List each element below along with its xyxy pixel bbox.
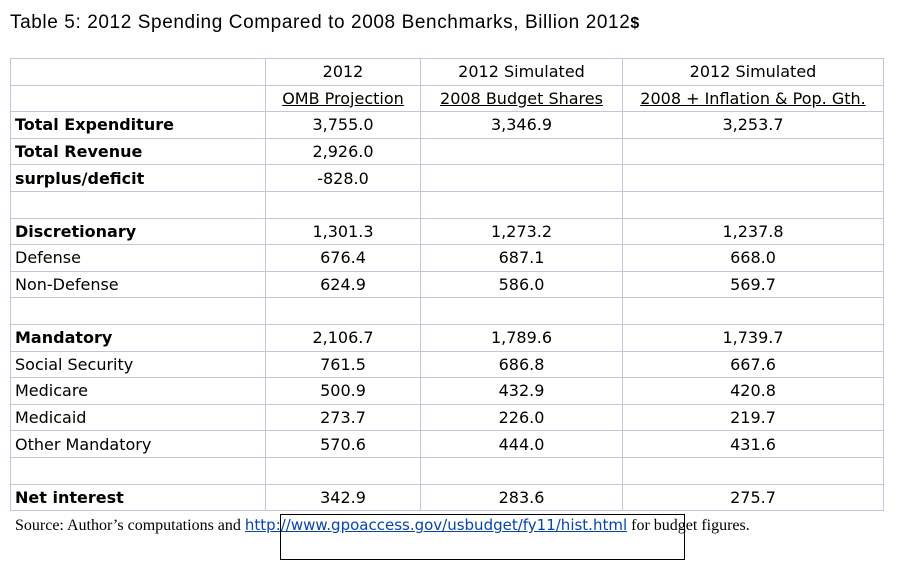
table-row: Mandatory 2,106.7 1,789.6 1,739.7 — [10, 323, 884, 352]
omb-projection-cell: 761.5 — [265, 350, 421, 379]
budget-shares-cell — [420, 137, 623, 166]
table-row: Other Mandatory 570.6 444.0 431.6 — [10, 430, 884, 458]
budget-shares-cell: 1,789.6 — [420, 323, 623, 352]
omb-projection-cell: -828.0 — [265, 164, 421, 192]
budget-shares-cell — [420, 297, 623, 325]
row-label — [10, 190, 266, 219]
table-row: Total Expenditure 3,755.0 3,346.9 3,253.7 — [10, 111, 884, 139]
table-row: surplus/deficit -828.0 — [10, 164, 884, 192]
row-label: Discretionary — [10, 217, 266, 246]
omb-projection-cell: 1,301.3 — [265, 217, 421, 246]
omb-projection-cell — [265, 297, 421, 325]
omb-projection-cell: 500.9 — [265, 377, 421, 405]
row-label: Other Mandatory — [10, 430, 266, 458]
budget-shares-cell — [420, 164, 623, 192]
table-row — [10, 456, 884, 485]
source-suffix: for budget figures. — [627, 517, 750, 534]
header-col3-line1: 2012 Simulated — [622, 58, 884, 86]
source-prefix: Source: Author’s computations and — [15, 517, 245, 534]
budget-shares-cell: 226.0 — [420, 403, 623, 432]
inflation-pop-cell — [622, 456, 884, 485]
header-col3-line2: 2008 + Inflation & Pop. Gth. — [622, 84, 884, 113]
inflation-pop-cell — [622, 190, 884, 219]
omb-projection-cell: 3,755.0 — [265, 111, 421, 139]
inflation-pop-cell: 668.0 — [622, 244, 884, 272]
table-row: Net interest 342.9 283.6 275.7 — [10, 483, 884, 512]
table-body: 2012 2012 Simulated 2012 Simulated OMB P… — [10, 58, 884, 512]
row-label — [10, 456, 266, 485]
budget-shares-cell — [420, 190, 623, 219]
omb-projection-cell — [265, 190, 421, 219]
inflation-pop-cell: 219.7 — [622, 403, 884, 432]
row-label: Medicare — [10, 377, 266, 405]
header-col1-line2: OMB Projection — [265, 84, 421, 113]
omb-projection-cell — [265, 456, 421, 485]
link-outline-box — [280, 514, 685, 560]
inflation-pop-cell: 3,253.7 — [622, 111, 884, 139]
header-blank-cell — [10, 84, 266, 113]
inflation-pop-cell: 275.7 — [622, 483, 884, 512]
title-suffix: $ — [630, 15, 640, 32]
table-row: Defense 676.4 687.1 668.0 — [10, 244, 884, 272]
omb-projection-cell: 342.9 — [265, 483, 421, 512]
row-label: Total Revenue — [10, 137, 266, 166]
inflation-pop-cell — [622, 137, 884, 166]
header-col2-line1: 2012 Simulated — [420, 58, 623, 86]
header-col1-line1: 2012 — [265, 58, 421, 86]
table-row: Non-Defense 624.9 586.0 569.7 — [10, 270, 884, 299]
budget-shares-cell: 687.1 — [420, 244, 623, 272]
budget-shares-cell — [420, 456, 623, 485]
header-row-1: 2012 2012 Simulated 2012 Simulated — [10, 58, 884, 86]
table-row — [10, 297, 884, 325]
title-text: Table 5: 2012 Spending Compared to 2008 … — [10, 12, 631, 33]
inflation-pop-cell: 1,739.7 — [622, 323, 884, 352]
table-row: Medicare 500.9 432.9 420.8 — [10, 377, 884, 405]
row-label: Defense — [10, 244, 266, 272]
inflation-pop-cell: 420.8 — [622, 377, 884, 405]
omb-projection-cell: 273.7 — [265, 403, 421, 432]
table-title: Table 5: 2012 Spending Compared to 2008 … — [10, 12, 640, 34]
budget-shares-cell: 3,346.9 — [420, 111, 623, 139]
row-label: Mandatory — [10, 323, 266, 352]
row-label: Total Expenditure — [10, 111, 266, 139]
budget-shares-cell: 283.6 — [420, 483, 623, 512]
row-label: Non-Defense — [10, 270, 266, 299]
omb-projection-cell: 624.9 — [265, 270, 421, 299]
table-row: Discretionary 1,301.3 1,273.2 1,237.8 — [10, 217, 884, 246]
table-row — [10, 190, 884, 219]
inflation-pop-cell — [622, 164, 884, 192]
omb-projection-cell: 570.6 — [265, 430, 421, 458]
table-row: Total Revenue 2,926.0 — [10, 137, 884, 166]
row-label: Social Security — [10, 350, 266, 379]
budget-shares-cell: 586.0 — [420, 270, 623, 299]
header-row-2: OMB Projection 2008 Budget Shares 2008 +… — [10, 84, 884, 113]
table-row: Social Security 761.5 686.8 667.6 — [10, 350, 884, 379]
inflation-pop-cell: 667.6 — [622, 350, 884, 379]
row-label: surplus/deficit — [10, 164, 266, 192]
header-col2-line2: 2008 Budget Shares — [420, 84, 623, 113]
budget-shares-cell: 1,273.2 — [420, 217, 623, 246]
inflation-pop-cell: 1,237.8 — [622, 217, 884, 246]
inflation-pop-cell: 431.6 — [622, 430, 884, 458]
source-note: Source: Author’s computations and http:/… — [15, 516, 750, 535]
inflation-pop-cell: 569.7 — [622, 270, 884, 299]
budget-shares-cell: 686.8 — [420, 350, 623, 379]
budget-shares-cell: 444.0 — [420, 430, 623, 458]
row-label — [10, 297, 266, 325]
table-row: Medicaid 273.7 226.0 219.7 — [10, 403, 884, 432]
header-blank-cell — [10, 58, 266, 86]
spending-table: 2012 2012 Simulated 2012 Simulated OMB P… — [10, 58, 884, 512]
source-link[interactable]: http://www.gpoaccess.gov/usbudget/fy11/h… — [244, 516, 628, 534]
omb-projection-cell: 2,926.0 — [265, 137, 421, 166]
row-label: Net interest — [10, 483, 266, 512]
inflation-pop-cell — [622, 297, 884, 325]
row-label: Medicaid — [10, 403, 266, 432]
omb-projection-cell: 676.4 — [265, 244, 421, 272]
budget-shares-cell: 432.9 — [420, 377, 623, 405]
omb-projection-cell: 2,106.7 — [265, 323, 421, 352]
